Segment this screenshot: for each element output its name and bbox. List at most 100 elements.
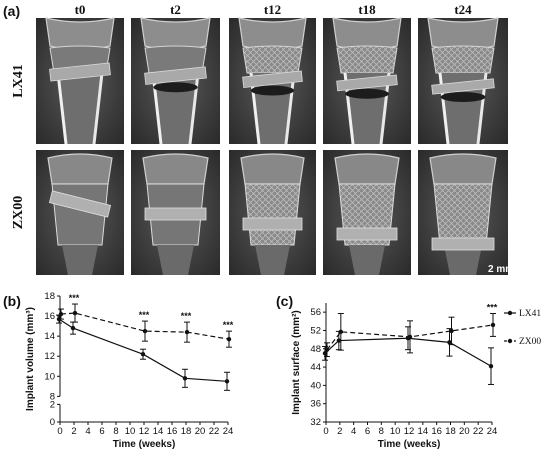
panel-label-c: (c) xyxy=(276,293,293,309)
ct-image-grid xyxy=(36,17,508,275)
x-tick-label: 10 xyxy=(390,426,401,437)
data-point xyxy=(224,379,230,384)
scale-bar: 2 mm xyxy=(488,264,514,277)
row-label-LX41: LX41 xyxy=(11,64,26,97)
panel-label-b: (b) xyxy=(3,293,21,309)
x-tick-label: 2 xyxy=(71,426,76,437)
y-tick-label: 16 xyxy=(44,311,55,322)
y-tick-label: 44 xyxy=(310,362,321,373)
column-headers: t0 t2 t12 t18 t24 xyxy=(75,2,473,17)
column-header-t24: t24 xyxy=(454,2,472,17)
column-header-t2: t2 xyxy=(170,2,181,17)
ct-image-LX41-t12 xyxy=(229,17,316,145)
significance-marker: *** xyxy=(487,303,498,313)
x-tick-label: 4 xyxy=(351,426,356,437)
x-tick-label: 22 xyxy=(473,426,484,437)
data-point xyxy=(336,338,342,343)
data-point xyxy=(447,340,452,345)
y-axis-label: Implant surface (mm²) xyxy=(291,310,302,414)
x-tick-label: 18 xyxy=(445,426,456,437)
significance-marker: *** xyxy=(181,311,192,321)
y-tick-label: 0 xyxy=(50,417,55,428)
panel-label-a: (a) xyxy=(3,3,20,19)
data-point xyxy=(338,329,344,335)
y-axis-label: Implant volume (mm³) xyxy=(25,307,36,411)
x-axis-label: Time (weeks) xyxy=(378,439,441,450)
x-tick-label: 16 xyxy=(167,426,178,437)
series-LX41 xyxy=(56,314,230,391)
significance-marker: *** xyxy=(139,310,150,320)
y-tick-label: 36 xyxy=(310,399,321,410)
data-point xyxy=(407,334,413,340)
series-line-ZX00 xyxy=(60,312,230,340)
x-tick-label: 12 xyxy=(404,426,415,437)
data-point xyxy=(449,328,454,334)
legend-item-ZX00: ZX00 xyxy=(504,337,541,347)
x-tick-label: 10 xyxy=(125,426,136,437)
data-point xyxy=(182,376,188,381)
ct-image-LX41-t0 xyxy=(36,17,124,145)
significance-marker: *** xyxy=(223,320,234,330)
y-tick-label: 14 xyxy=(44,331,55,342)
y-tick-label: 2 xyxy=(50,399,55,410)
data-point xyxy=(184,329,190,335)
y-tick-label: 18 xyxy=(44,291,55,302)
data-point xyxy=(140,352,146,357)
x-tick-label: 6 xyxy=(365,426,370,437)
x-tick-label: 16 xyxy=(431,426,442,437)
data-point xyxy=(324,347,330,352)
y-tick-label: 40 xyxy=(310,380,321,391)
data-point xyxy=(322,351,328,356)
x-tick-label: 20 xyxy=(195,426,206,437)
significance-marker: *** xyxy=(69,293,80,303)
x-tick-label: 12 xyxy=(139,426,150,437)
data-point xyxy=(142,328,148,334)
series-LX41 xyxy=(322,326,494,385)
data-point xyxy=(72,310,78,316)
x-tick-label: 0 xyxy=(57,426,62,437)
legend-label: ZX00 xyxy=(519,337,541,347)
x-tick-label: 4 xyxy=(85,426,90,437)
data-point xyxy=(490,322,496,328)
scale-bar-label: 2 mm xyxy=(488,264,514,275)
chart-implant-surface: 0 2 4 6 8 10 12 14 16 18 20 22 2432364044485256Time … xyxy=(291,303,498,450)
ct-image-LX41-t2 xyxy=(131,17,220,145)
legend-marker xyxy=(507,310,513,316)
ct-image-ZX00-t0 xyxy=(36,150,124,275)
ct-image-ZX00-t18 xyxy=(323,150,411,275)
x-tick-label: 0 xyxy=(323,426,328,437)
row-label-ZX00: ZX00 xyxy=(11,196,26,229)
y-tick-label: 48 xyxy=(310,344,321,355)
x-tick-label: 2 xyxy=(337,426,342,437)
y-tick-label: 32 xyxy=(310,417,321,428)
legend-label: LX41 xyxy=(519,309,541,319)
ct-image-ZX00-t12 xyxy=(229,150,316,275)
y-tick-label: 56 xyxy=(310,307,321,318)
x-tick-label: 24 xyxy=(487,426,498,437)
ct-image-LX41-t18 xyxy=(323,17,411,145)
x-tick-label: 24 xyxy=(223,426,234,437)
column-header-t0: t0 xyxy=(75,2,86,17)
data-point xyxy=(226,336,232,342)
x-tick-label: 8 xyxy=(379,426,384,437)
ct-image-ZX00-t24 xyxy=(418,150,508,275)
x-tick-label: 22 xyxy=(209,426,220,437)
row-labels: LX41 ZX00 xyxy=(11,64,26,229)
data-point xyxy=(70,325,76,331)
column-header-t18: t18 xyxy=(358,2,376,17)
x-axis-label: Time (weeks) xyxy=(113,439,176,450)
x-tick-label: 14 xyxy=(418,426,429,437)
ct-image-ZX00-t2 xyxy=(131,150,220,275)
legend-item-LX41: LX41 xyxy=(504,309,541,319)
column-header-t12: t12 xyxy=(264,2,281,17)
y-tick-label: 12 xyxy=(44,351,55,362)
legend: LX41 ZX00 xyxy=(504,309,541,347)
series-ZX00 xyxy=(58,303,232,348)
y-tick-label: 8 xyxy=(50,391,55,402)
y-tick-label: 52 xyxy=(310,325,321,336)
x-tick-label: 20 xyxy=(459,426,470,437)
legend-marker xyxy=(507,338,513,344)
data-point xyxy=(58,311,64,317)
